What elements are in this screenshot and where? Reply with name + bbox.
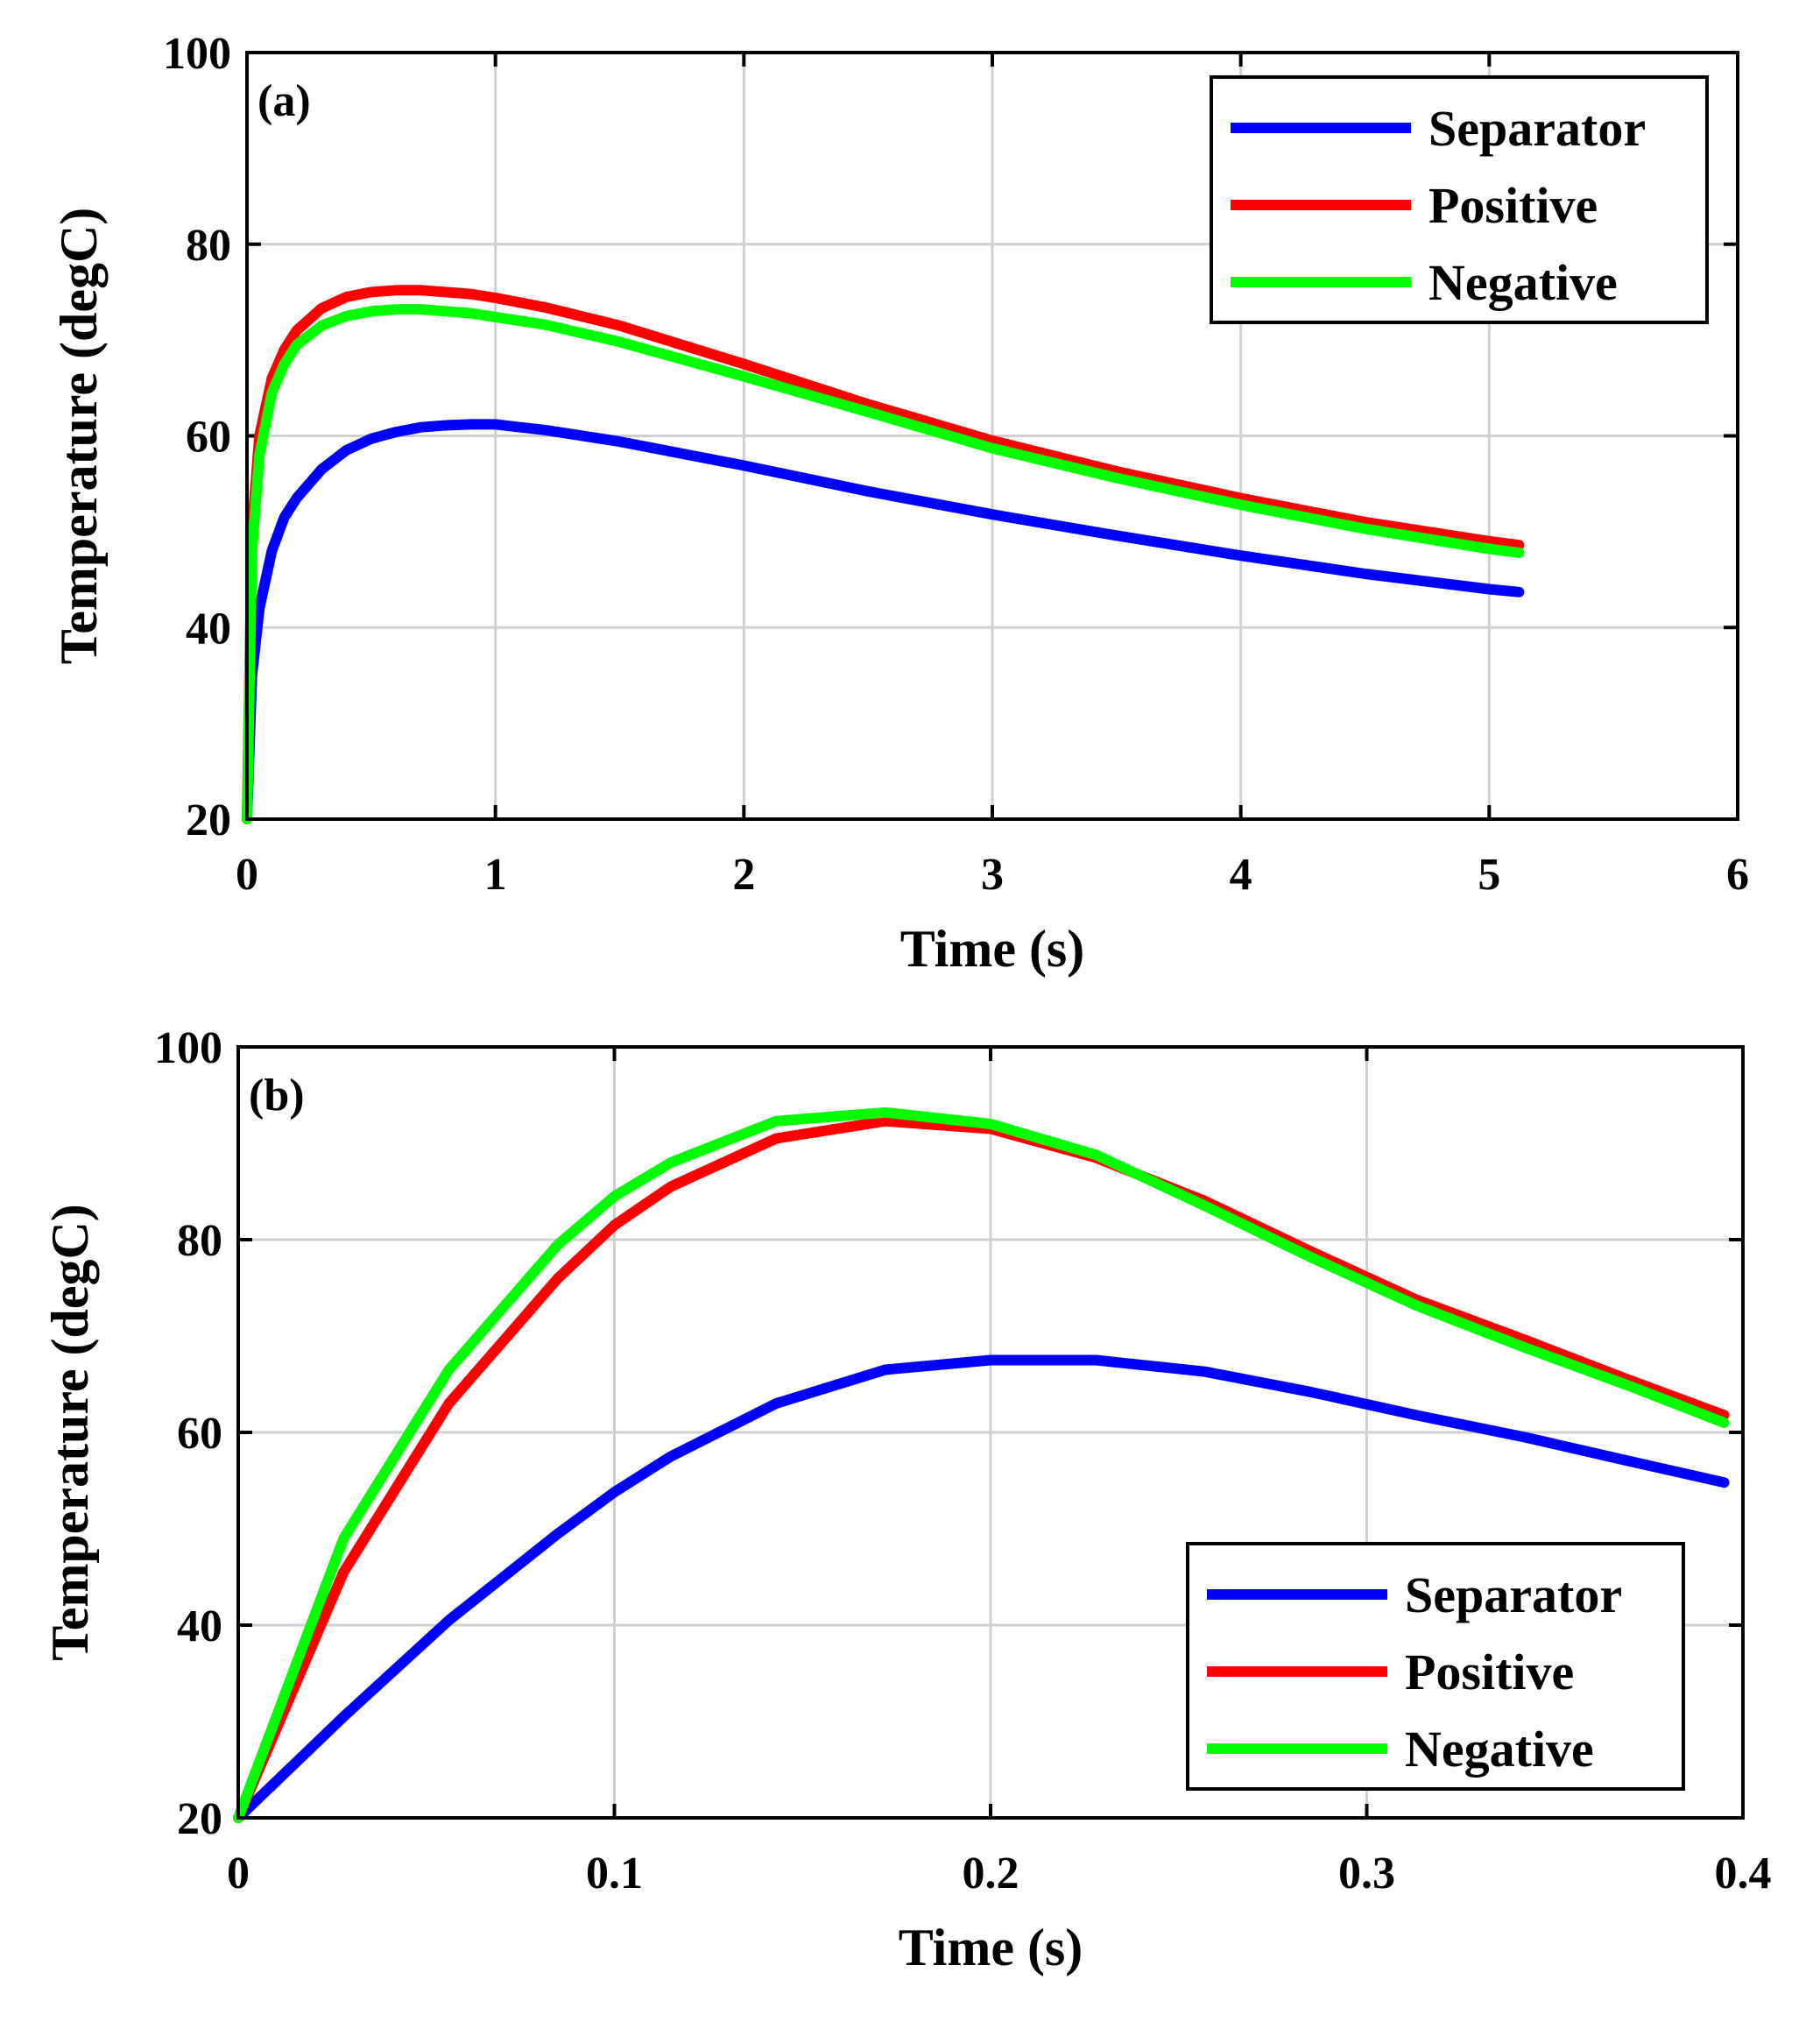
chart-panel-a: 0 1 2 3 4 5 6 20 40 60 80 100 Time (s) Temperature (d… [50,29,1749,978]
legend-label-positive: Positive [1405,1644,1574,1700]
legend-label-negative: Negative [1405,1721,1594,1778]
y-tick-label: 60 [186,413,231,463]
x-tick-label: 6 [1726,850,1749,900]
y-axis-label: Temperature (degC) [41,1204,99,1661]
legend: Separator Positive Negative [1210,75,1709,324]
x-axis-label: Time (s) [900,920,1085,978]
series-line-separator [233,1354,1730,1823]
x-tick-label: 0.4 [1715,1849,1772,1898]
y-tick-label: 100 [154,1023,222,1073]
series-line-negative [242,304,1525,824]
x-tick-label: 1 [484,850,507,900]
y-tick-label: 20 [186,795,231,845]
x-tick-label: 0.2 [963,1849,1019,1898]
x-tick-label: 0 [236,850,258,900]
y-tick-label: 40 [186,604,231,654]
series-line-positive [242,285,1525,824]
x-tick-label: 2 [732,850,755,900]
x-tick-label: 0 [227,1849,250,1898]
y-tick-label: 20 [177,1794,222,1844]
x-tick-label: 0.1 [586,1849,643,1898]
x-tick-label: 3 [981,850,1004,900]
series-line-separator [242,419,1525,824]
x-tick-label: 0.3 [1338,1849,1395,1898]
chart-panel-b: 0 0.1 0.2 0.3 0.4 20 40 60 80 100 Time (s) Temperat… [41,1023,1772,1976]
plot-frame [236,1045,1745,1820]
y-tick-label: 80 [186,221,231,271]
y-axis-label: Temperature (degC) [50,208,108,665]
plot-frame [245,51,1739,821]
y-tick-label: 60 [177,1409,222,1459]
legend-label-negative: Negative [1428,254,1618,311]
legend-label-separator: Separator [1405,1566,1622,1623]
y-tick-label: 40 [177,1601,222,1651]
legend-label-separator: Separator [1428,100,1646,157]
y-tick-label: 80 [177,1216,222,1266]
x-tick-label: 5 [1478,850,1500,900]
y-tick-label: 100 [163,29,231,79]
series-line-negative [233,1106,1730,1823]
legend: Separator Positive Negative [1186,1542,1685,1791]
x-tick-label: 4 [1230,850,1252,900]
x-axis-label: Time (s) [899,1919,1083,1976]
panel-label: (b) [249,1071,305,1121]
series-line-positive [233,1115,1730,1823]
legend-label-positive: Positive [1428,177,1598,234]
panel-label: (a) [257,76,311,126]
